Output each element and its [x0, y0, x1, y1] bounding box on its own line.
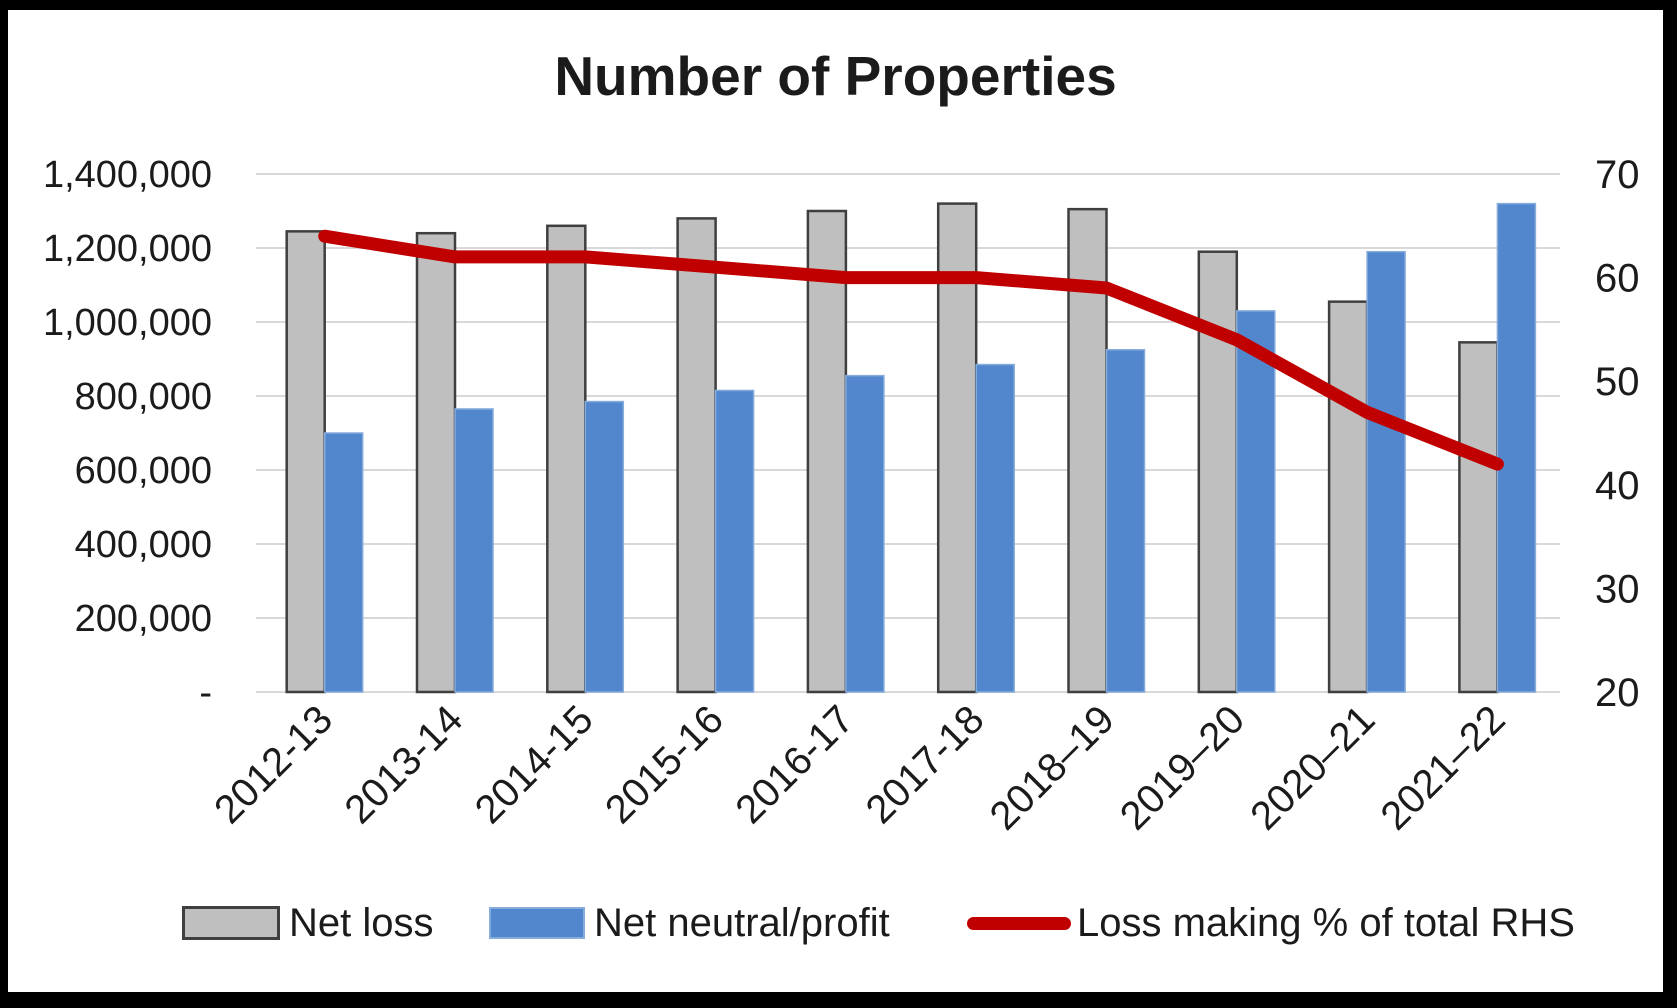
y-axis-label-left: 400,000: [75, 524, 212, 566]
chart-canvas: Number of Properties - 200,000 400,000 600,…: [8, 10, 1663, 992]
x-axis-label: 2017-18: [858, 697, 993, 832]
net-loss-legend-swatch: [182, 906, 280, 940]
loss-making-legend-label: Loss making % of total RHS: [1077, 900, 1575, 945]
legend-item-loss-making-pct: Loss making % of total RHS: [967, 900, 1575, 945]
y-axis-label-right: 20: [1595, 671, 1640, 715]
net-loss-bar: [1197, 250, 1239, 694]
y-axis-label-right: 50: [1595, 360, 1640, 404]
y-axis-label-left: 200,000: [75, 598, 212, 640]
net-neutral-profit-legend-label: Net neutral/profit: [594, 900, 890, 945]
chart-title: Number of Properties: [554, 45, 1117, 107]
x-axis-label: 2015-16: [597, 697, 732, 832]
net-neutral-profit-bar: [1496, 202, 1537, 693]
net-neutral-profit-bar: [1105, 349, 1146, 693]
net-loss-bar: [285, 230, 326, 694]
y-axis-label-left: 800,000: [75, 376, 212, 418]
legend-item-net-neutral-profit: Net neutral/profit: [489, 900, 890, 945]
y-axis-label-left: 1,400,000: [43, 154, 212, 196]
net-loss-bar: [546, 224, 587, 694]
net-loss-bar: [806, 209, 848, 694]
net-loss-bar: [1327, 300, 1369, 694]
y-axis-label-left: -: [199, 672, 212, 714]
x-axis-label: 2016-17: [727, 697, 862, 832]
net-loss-legend-label: Net loss: [289, 900, 434, 945]
y-axis-label-left: 1,000,000: [43, 302, 212, 344]
net-neutral-profit-bar: [1236, 310, 1276, 693]
y-axis-label-right: 70: [1595, 153, 1640, 197]
x-axis-label: 2012-13: [206, 697, 341, 832]
net-loss-bar: [415, 231, 457, 694]
x-axis-label: 2021–22: [1373, 697, 1514, 838]
net-loss-bar: [676, 217, 717, 694]
y-axis-label-right: 60: [1595, 257, 1640, 301]
net-loss-bar: [936, 202, 978, 694]
net-neutral-profit-legend-swatch: [489, 907, 585, 939]
y-axis-label-right: 40: [1595, 464, 1640, 508]
y-axis-label-left: 600,000: [75, 450, 212, 492]
net-neutral-profit-bar: [845, 374, 885, 693]
x-axis-label: 2014-15: [467, 697, 602, 832]
net-neutral-profit-bar: [1366, 250, 1406, 693]
net-loss-bar: [1458, 341, 1499, 694]
x-axis-label: 2020–21: [1242, 697, 1383, 838]
net-neutral-profit-bar: [323, 432, 364, 693]
y-axis-label-right: 30: [1595, 567, 1640, 611]
net-neutral-profit-bar: [714, 389, 755, 693]
legend-item-net-loss: Net loss: [182, 900, 434, 945]
x-axis-label: 2019–20: [1112, 697, 1253, 838]
net-neutral-profit-bar: [975, 363, 1015, 693]
loss-making-line: [318, 229, 1504, 471]
loss-making-legend-swatch: [967, 916, 1071, 930]
net-neutral-profit-bar: [584, 400, 625, 693]
x-axis-label: 2018–19: [982, 697, 1123, 838]
x-axis-label: 2013-14: [336, 697, 471, 832]
y-axis-label-left: 1,200,000: [43, 228, 212, 270]
net-neutral-profit-bar: [454, 408, 494, 693]
chart-plot-area: - 200,000 400,000 600,000 800,000 1,000,000 1,…: [43, 153, 1640, 838]
